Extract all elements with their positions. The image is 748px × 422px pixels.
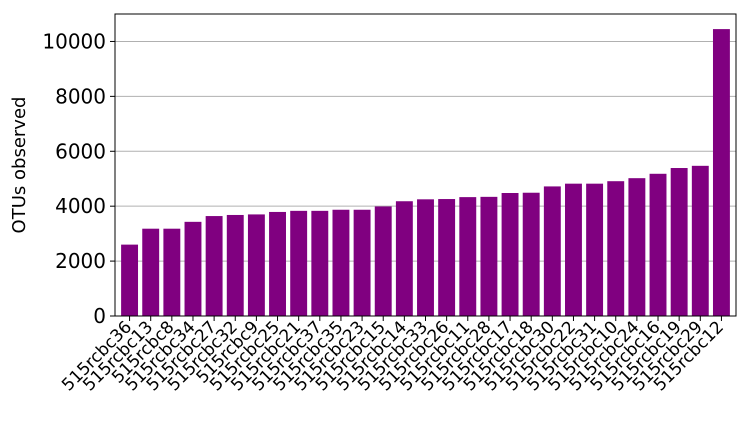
bar bbox=[142, 228, 160, 316]
bar bbox=[628, 178, 646, 316]
bar bbox=[226, 214, 244, 316]
bar bbox=[565, 183, 582, 316]
y-axis-label: OTUs observed bbox=[9, 97, 30, 234]
y-tick-label: 2000 bbox=[55, 249, 106, 273]
bar bbox=[163, 228, 181, 316]
x-axis-ticks: 515rcbc36515rcbc13515rcbc8515rcbc34515rc… bbox=[58, 316, 728, 395]
y-tick-label: 8000 bbox=[55, 84, 106, 108]
bar bbox=[607, 181, 625, 316]
bar bbox=[480, 196, 498, 316]
bar bbox=[543, 186, 561, 316]
bar bbox=[184, 221, 202, 316]
y-tick-label: 4000 bbox=[55, 194, 106, 218]
bar bbox=[649, 173, 667, 316]
bar bbox=[332, 209, 350, 316]
bar bbox=[586, 183, 604, 316]
bar bbox=[247, 214, 265, 316]
y-tick-label: 6000 bbox=[55, 139, 106, 163]
bar bbox=[311, 210, 329, 316]
bar bbox=[417, 199, 434, 316]
bar bbox=[205, 216, 223, 316]
y-tick-label: 10000 bbox=[42, 29, 106, 53]
bar bbox=[374, 206, 392, 316]
y-axis-ticks: 0 2000 4000 6000 8000 10000 bbox=[42, 29, 115, 328]
plot-frame bbox=[114, 13, 737, 317]
bar bbox=[712, 29, 730, 316]
bar bbox=[121, 244, 139, 316]
bar bbox=[395, 201, 413, 316]
y-tick-label: 0 bbox=[93, 304, 106, 328]
bars bbox=[121, 29, 730, 316]
bar bbox=[290, 210, 308, 316]
bar bbox=[691, 165, 709, 316]
bar bbox=[501, 193, 519, 316]
bar bbox=[269, 211, 286, 316]
bar bbox=[459, 197, 477, 316]
bar bbox=[670, 168, 688, 316]
bar bbox=[353, 209, 371, 316]
bar bbox=[438, 199, 456, 316]
bar bbox=[522, 192, 540, 316]
